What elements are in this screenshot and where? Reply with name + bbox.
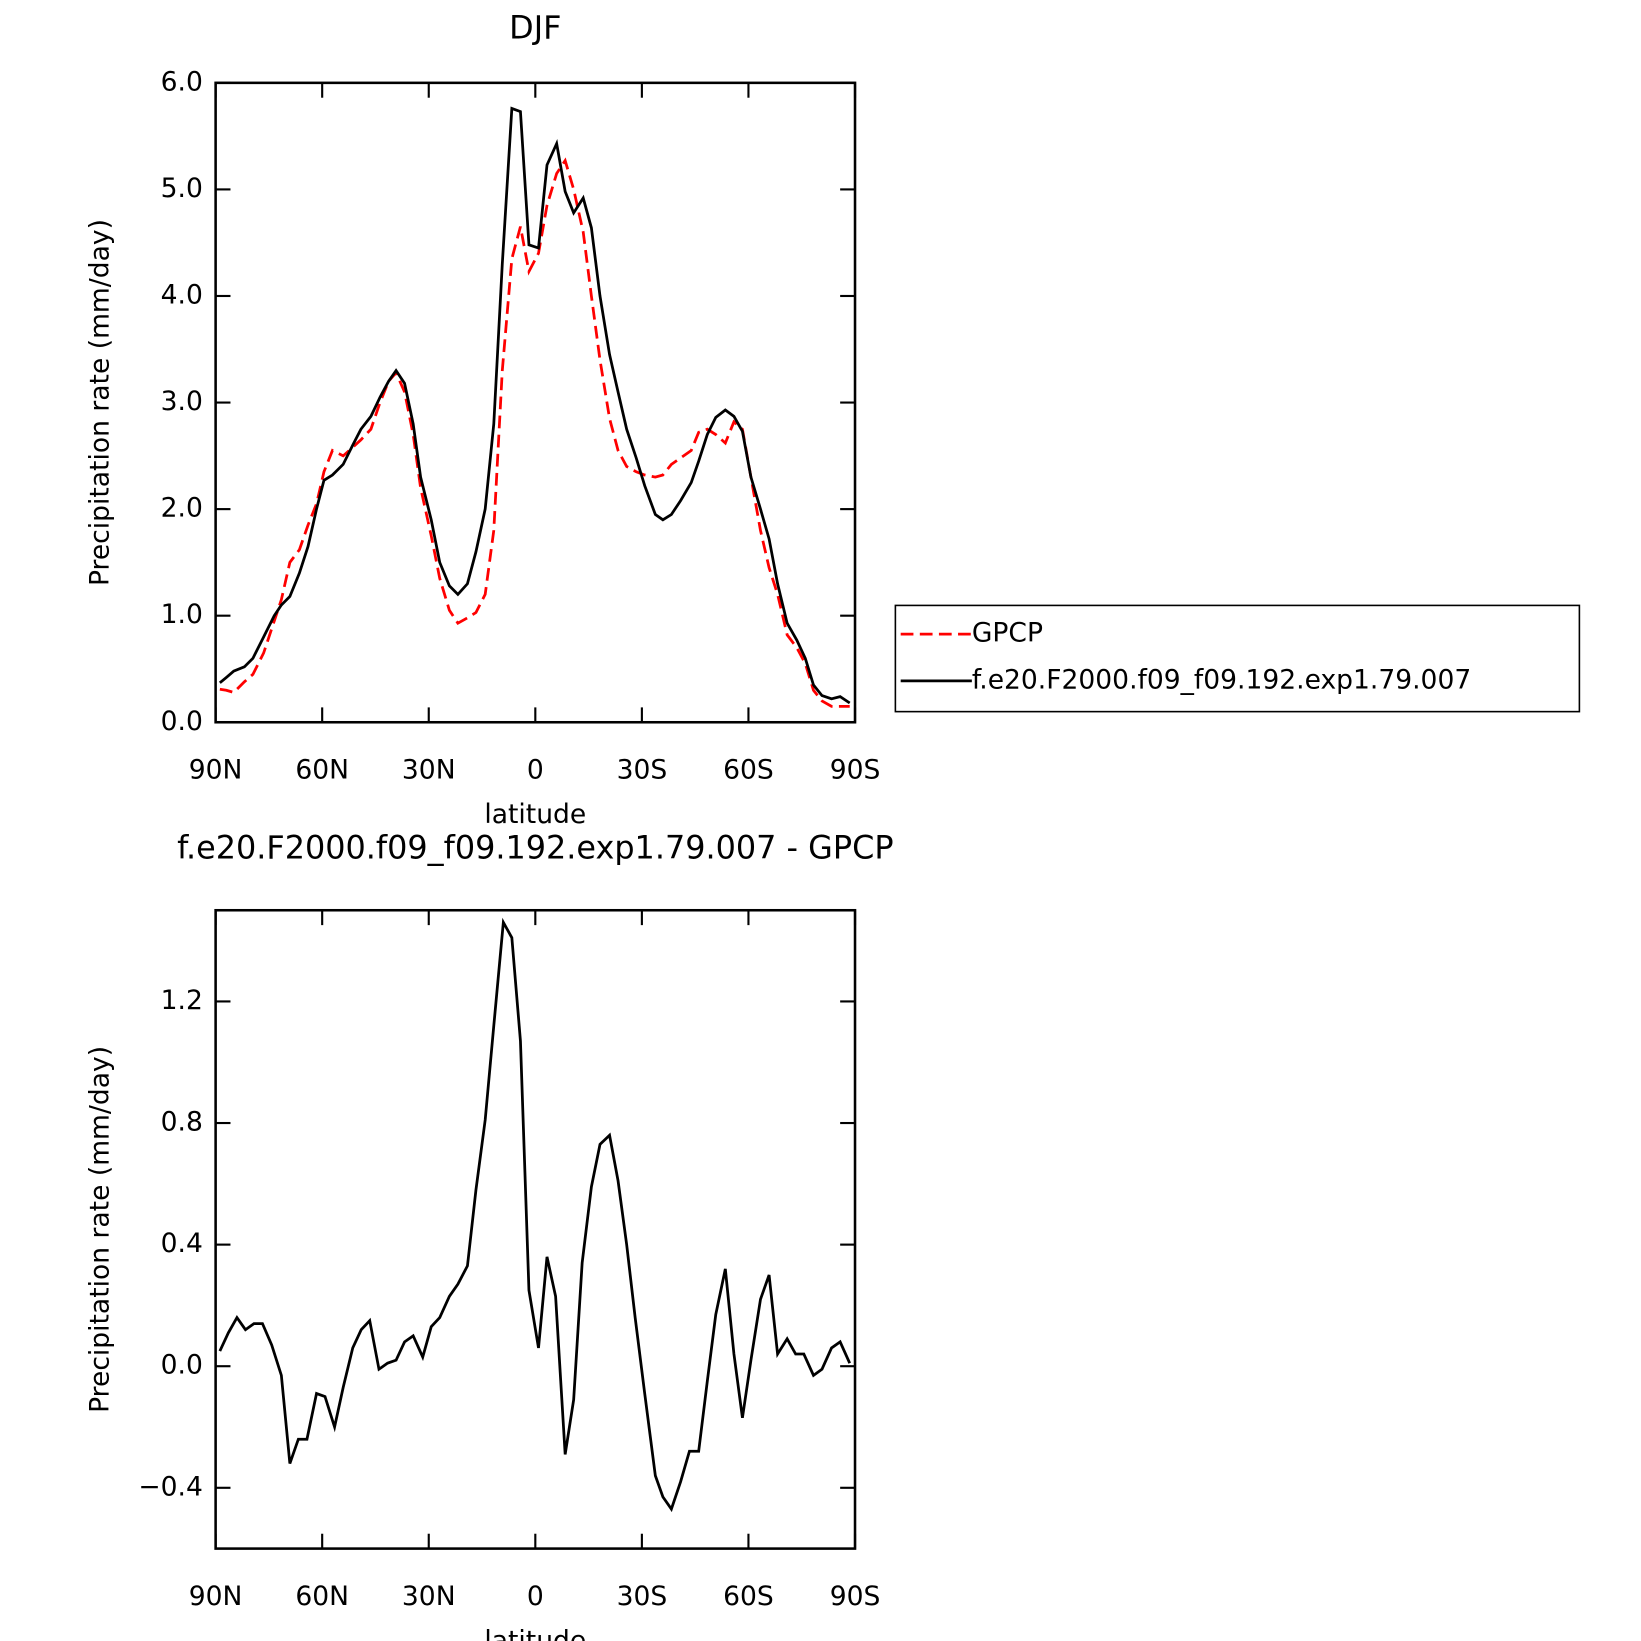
data-line: [218, 917, 851, 1513]
x-tick-label: 90S: [830, 1581, 881, 1612]
x-tick-label: 0: [527, 755, 544, 786]
y-tick-label: 1.2: [161, 985, 203, 1016]
legend-box: [894, 604, 1581, 713]
x-tick-label: 30S: [617, 1581, 668, 1612]
x-tick-label: 90N: [189, 1581, 243, 1612]
y-tick-label: 0.0: [161, 706, 203, 737]
legend-label: GPCP: [972, 618, 1043, 649]
y-tick-label: 1.0: [161, 599, 203, 630]
plot-frame: [214, 908, 857, 1550]
x-tick-label: 60N: [295, 1581, 349, 1612]
plot-frame: [214, 81, 857, 724]
data-line: [218, 106, 851, 705]
y-tick-label: 3.0: [161, 386, 203, 417]
x-tick-label: 60S: [723, 1581, 774, 1612]
legend-label: f.e20.F2000.f09_f09.192.exp1.79.007: [972, 664, 1471, 695]
y-axis-label: Precipitation rate (mm/day): [84, 1046, 115, 1413]
y-tick-label: 0.4: [161, 1228, 203, 1259]
x-axis-label: latitude: [484, 799, 586, 830]
x-tick-label: 30N: [402, 1581, 456, 1612]
y-tick-label: 5.0: [161, 173, 203, 204]
chart-title: DJF: [509, 9, 561, 47]
data-line: [219, 157, 850, 708]
x-tick-label: 60S: [723, 755, 774, 786]
y-axis-label: Precipitation rate (mm/day): [84, 219, 115, 586]
x-axis-label: latitude: [484, 1626, 586, 1641]
x-tick-label: 60N: [295, 755, 349, 786]
x-tick-label: 30S: [617, 755, 668, 786]
x-tick-label: 90S: [830, 755, 881, 786]
x-tick-label: 30N: [402, 755, 456, 786]
x-tick-label: 90N: [189, 755, 243, 786]
x-tick-label: 0: [527, 1581, 544, 1612]
y-tick-label: 4.0: [161, 279, 203, 310]
y-tick-label: 6.0: [161, 66, 203, 97]
y-tick-label: 2.0: [161, 493, 203, 524]
chart-title: f.e20.F2000.f09_f09.192.exp1.79.007 - GP…: [177, 829, 893, 867]
y-tick-label: 0.0: [161, 1350, 203, 1381]
y-tick-label: 0.8: [161, 1107, 203, 1138]
y-tick-label: −0.4: [138, 1471, 202, 1502]
